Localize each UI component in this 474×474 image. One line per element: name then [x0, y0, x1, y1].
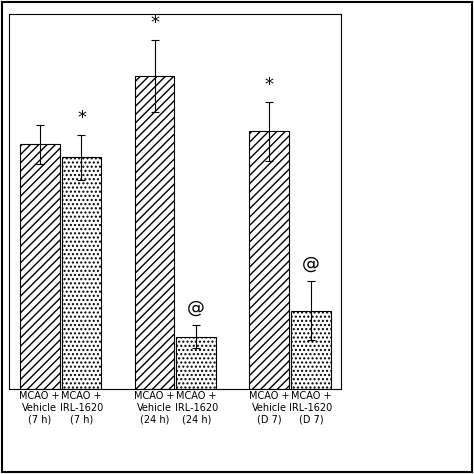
Bar [291, 310, 331, 389]
Text: *: * [265, 76, 274, 94]
Bar [135, 76, 174, 389]
Bar [62, 157, 101, 389]
Bar [20, 145, 60, 389]
Text: @: @ [187, 299, 205, 317]
Text: *: * [150, 14, 159, 32]
Bar [176, 337, 216, 389]
Bar [249, 131, 289, 389]
Text: @: @ [302, 255, 320, 273]
Text: *: * [77, 109, 86, 127]
